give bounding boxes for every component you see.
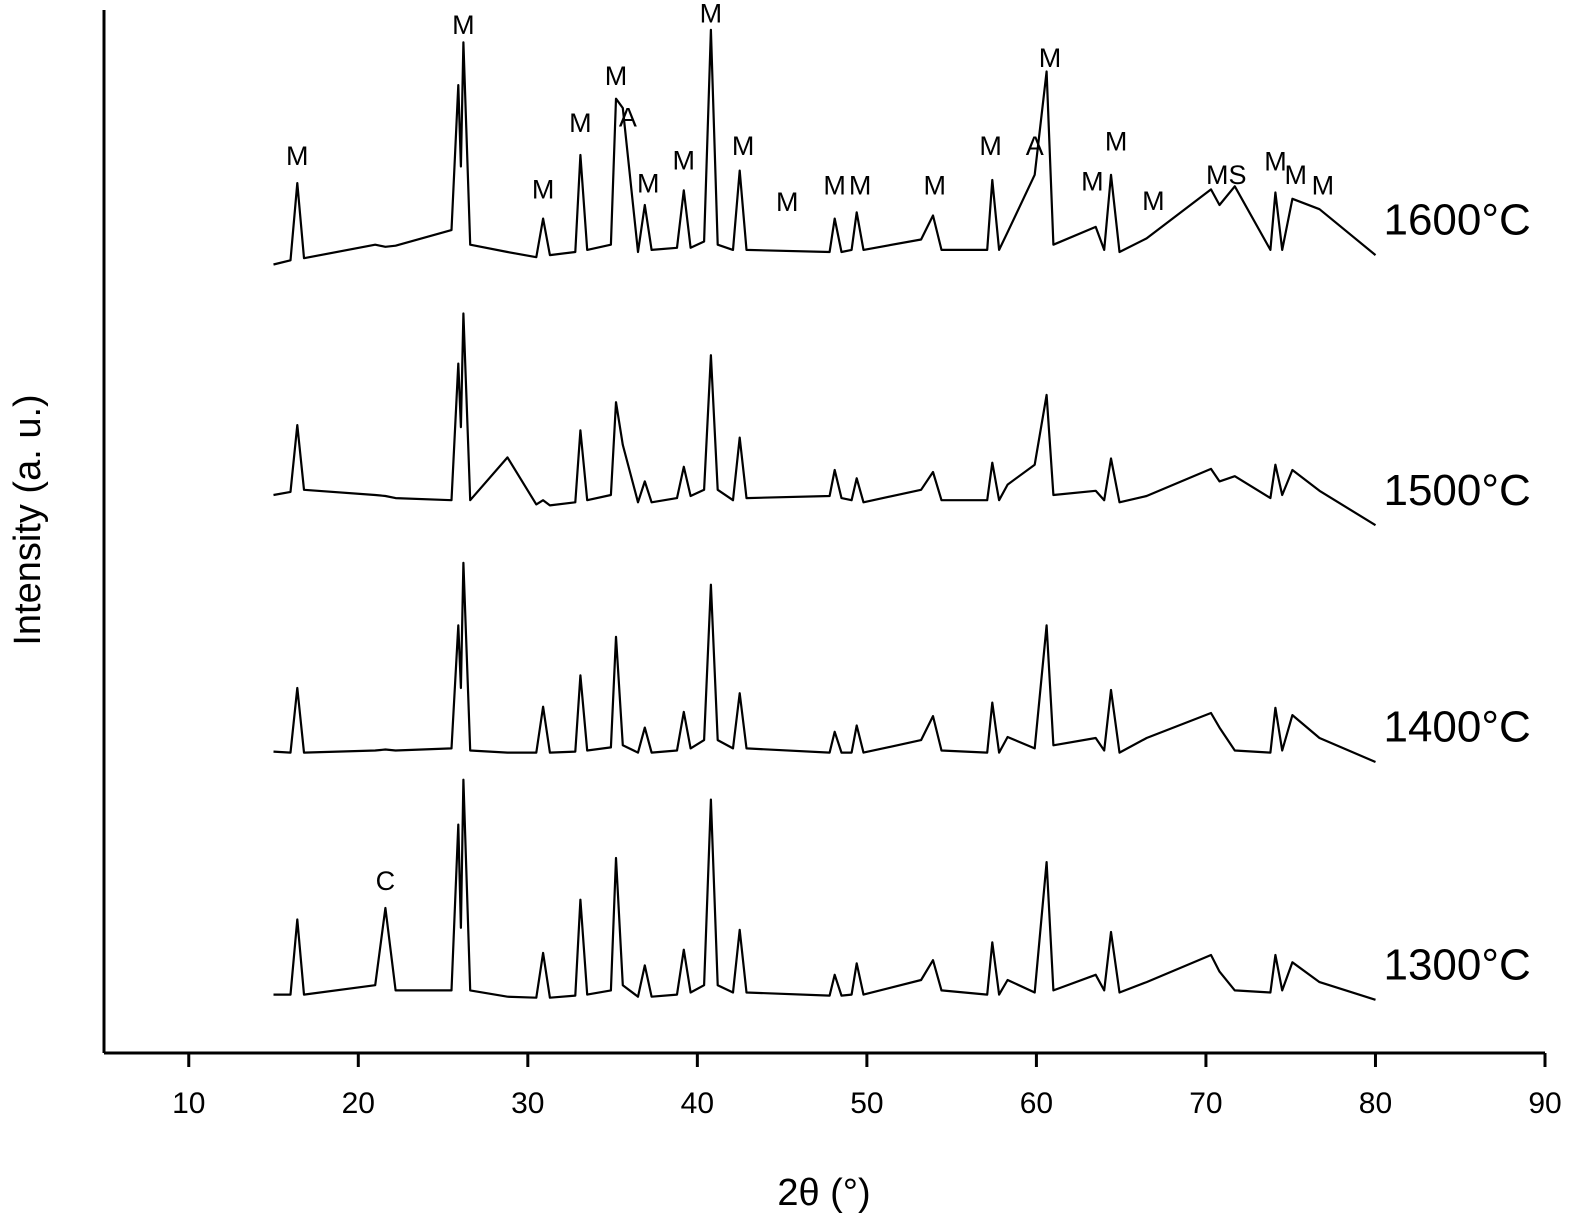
peak-label: M [1312, 170, 1335, 200]
x-tick-label: 90 [1528, 1087, 1561, 1120]
peak-label: M [776, 187, 799, 217]
peak-label: M [923, 170, 946, 200]
x-tick-label: 20 [342, 1087, 375, 1120]
x-tick-label: 80 [1359, 1087, 1392, 1120]
series-label: 1300°C [1383, 940, 1530, 989]
peak-label: M [569, 108, 592, 138]
peak-label: M [1039, 43, 1062, 73]
peak-label: MS [1206, 160, 1247, 190]
series-label: 1400°C [1383, 703, 1530, 752]
peak-label: M [823, 170, 846, 200]
x-axis-label: 2θ (°) [777, 1172, 870, 1214]
x-tick-label: 60 [1020, 1087, 1053, 1120]
peak-label: C [376, 866, 396, 896]
x-tick-label: 30 [511, 1087, 544, 1120]
x-tick-label: 50 [850, 1087, 883, 1120]
series-label: 1600°C [1383, 196, 1530, 245]
series-line [273, 312, 1377, 527]
series-line [273, 778, 1376, 1001]
peak-label: M [732, 131, 755, 161]
peak-label: A [619, 103, 637, 133]
peak-label: M [673, 145, 696, 175]
peak-label: M [605, 61, 628, 91]
peak-label: M [637, 168, 660, 198]
series-line [273, 28, 1377, 266]
peak-label: M [1142, 186, 1165, 216]
peak-label: M [1264, 146, 1287, 176]
x-tick-label: 40 [681, 1087, 714, 1120]
series-label: 1500°C [1383, 466, 1530, 515]
peak-label: M [1105, 127, 1128, 157]
peak-label: M [700, 0, 723, 28]
y-axis-label: Intensity (a. u.) [7, 394, 49, 645]
peak-label: M [452, 10, 475, 40]
peak-label: M [1081, 166, 1104, 196]
peak-label: M [849, 170, 872, 200]
peak-label: A [1026, 131, 1044, 161]
peak-label: M [532, 175, 555, 205]
peak-label: M [1285, 160, 1308, 190]
x-tick-label: 70 [1189, 1087, 1222, 1120]
peak-label: M [979, 131, 1002, 161]
peak-label: M [286, 141, 309, 171]
x-tick-label: 10 [172, 1087, 205, 1120]
series-line [273, 561, 1376, 764]
